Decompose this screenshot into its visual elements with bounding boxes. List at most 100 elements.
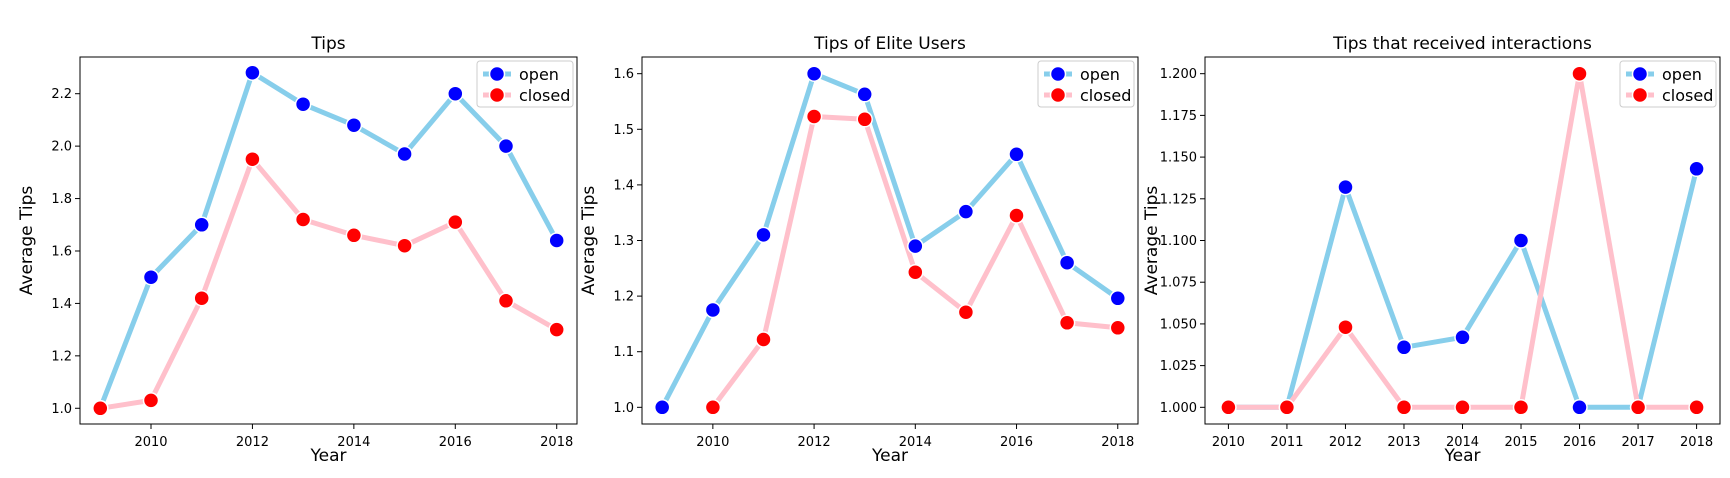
data-point-open [1008, 146, 1025, 163]
data-point-closed [805, 108, 823, 125]
data-point-open [957, 203, 975, 220]
data-point-open [244, 64, 261, 81]
y-tick-label: 1.4 [51, 297, 72, 312]
x-tick-label: 2012 [236, 435, 269, 450]
x-tick-label: 2011 [1270, 435, 1303, 450]
y-tick-label: 1.6 [613, 67, 634, 82]
data-point-closed [345, 227, 363, 244]
y-tick-label: 1.050 [1160, 317, 1197, 332]
legend-label-open: open [519, 65, 559, 84]
y-tick-label: 2.2 [51, 87, 72, 102]
data-point-open [856, 86, 873, 103]
data-point-open [142, 268, 160, 286]
data-point-open [1571, 399, 1588, 416]
data-point-open [805, 65, 823, 82]
y-tick-label: 1.200 [1160, 67, 1197, 82]
legend-marker-open [488, 65, 506, 83]
data-point-open [497, 137, 515, 155]
data-point-closed [1220, 399, 1237, 416]
data-point-open [907, 237, 924, 255]
x-axis-label: Year [310, 446, 347, 466]
y-tick-label: 1.100 [1160, 234, 1197, 249]
data-point-open [755, 226, 772, 244]
data-point-closed [497, 292, 515, 310]
data-point-closed [856, 111, 873, 128]
data-point-open [396, 145, 413, 163]
data-point-closed [1109, 319, 1127, 337]
data-point-open [1395, 339, 1413, 356]
x-tick-label: 2014 [337, 435, 370, 450]
data-point-closed [1688, 399, 1705, 416]
x-tick-label: 2010 [696, 435, 729, 450]
x-tick-label: 2018 [540, 435, 573, 450]
data-point-closed [1278, 399, 1296, 416]
y-tick-label: 1.8 [51, 192, 72, 207]
data-point-closed [396, 237, 413, 254]
data-point-closed [294, 211, 312, 228]
data-point-closed [1512, 399, 1530, 416]
data-point-open [1058, 254, 1076, 271]
x-tick-label: 2016 [439, 435, 472, 450]
data-point-open [193, 216, 210, 234]
data-point-open [1337, 178, 1354, 196]
data-point-closed [755, 331, 772, 348]
y-tick-label: 2.0 [51, 140, 72, 155]
y-tick-label: 1.025 [1160, 359, 1197, 374]
x-tick-label: 2016 [1563, 435, 1596, 450]
legend-marker-closed [488, 86, 506, 104]
x-tick-label: 2018 [1680, 435, 1713, 450]
x-tick-label: 2014 [899, 435, 932, 450]
x-tick-label: 2012 [1329, 435, 1362, 450]
data-point-closed [1395, 399, 1413, 416]
x-tick-label: 2015 [1504, 435, 1537, 450]
data-point-closed [193, 289, 210, 307]
plot-frame [79, 56, 578, 425]
data-point-closed [244, 150, 261, 168]
chart-title: Tips [310, 34, 345, 54]
x-tick-label: 2010 [134, 435, 167, 450]
data-point-closed [548, 321, 565, 338]
data-point-closed [1058, 314, 1076, 332]
legend-label-closed: closed [1080, 86, 1131, 105]
data-point-open [1688, 160, 1705, 178]
x-tick-label: 2010 [1212, 435, 1245, 450]
y-tick-label: 1.1 [613, 345, 634, 360]
legend-marker-open [1049, 65, 1067, 83]
y-tick-label: 1.6 [51, 244, 72, 259]
chart-panel-2: Tips of Elite Users 2010 2012 2014 2016 2018 1… [579, 34, 1139, 466]
data-point-open [704, 301, 722, 319]
chart-panel-3: Tips that received interactions 2010 2011 2… [1142, 34, 1721, 466]
legend: open closed [1037, 60, 1135, 108]
y-tick-label: 1.175 [1160, 109, 1197, 124]
chart-panel-1: Tips 2010 2012 2014 2016 2018 1.0 1.2 1.4 1.6 1.8 2… [17, 34, 578, 466]
plot-frame [641, 56, 1139, 425]
y-tick-label: 1.2 [613, 290, 634, 305]
y-tick-label: 1.3 [613, 234, 634, 249]
y-axis-label: Average Tips [1142, 186, 1162, 296]
data-point-closed [1629, 399, 1647, 416]
data-point-closed [447, 213, 464, 231]
series-line-closed [710, 114, 1121, 410]
data-point-open [345, 116, 363, 134]
data-point-open [1109, 290, 1127, 307]
data-point-closed [1571, 65, 1588, 82]
y-tick-label: 1.125 [1160, 192, 1197, 207]
y-axis-label: Average Tips [579, 186, 599, 296]
series-line-closed [97, 156, 560, 411]
legend-marker-closed [1049, 86, 1067, 104]
data-point-closed [92, 400, 109, 417]
y-tick-label: 1.0 [51, 402, 72, 417]
series-line-open [1225, 166, 1700, 410]
y-tick-label: 1.4 [613, 178, 634, 193]
data-point-open [447, 85, 464, 102]
data-point-closed [907, 263, 924, 281]
x-tick-label: 2018 [1101, 435, 1134, 450]
data-point-open [294, 95, 312, 113]
data-point-open [653, 399, 671, 416]
legend-label-open: open [1080, 65, 1120, 84]
x-tick-label: 2014 [1446, 435, 1479, 450]
series-line-open [97, 70, 560, 411]
legend-marker-open [1631, 65, 1649, 83]
chart-title: Tips that received interactions [1332, 34, 1592, 54]
